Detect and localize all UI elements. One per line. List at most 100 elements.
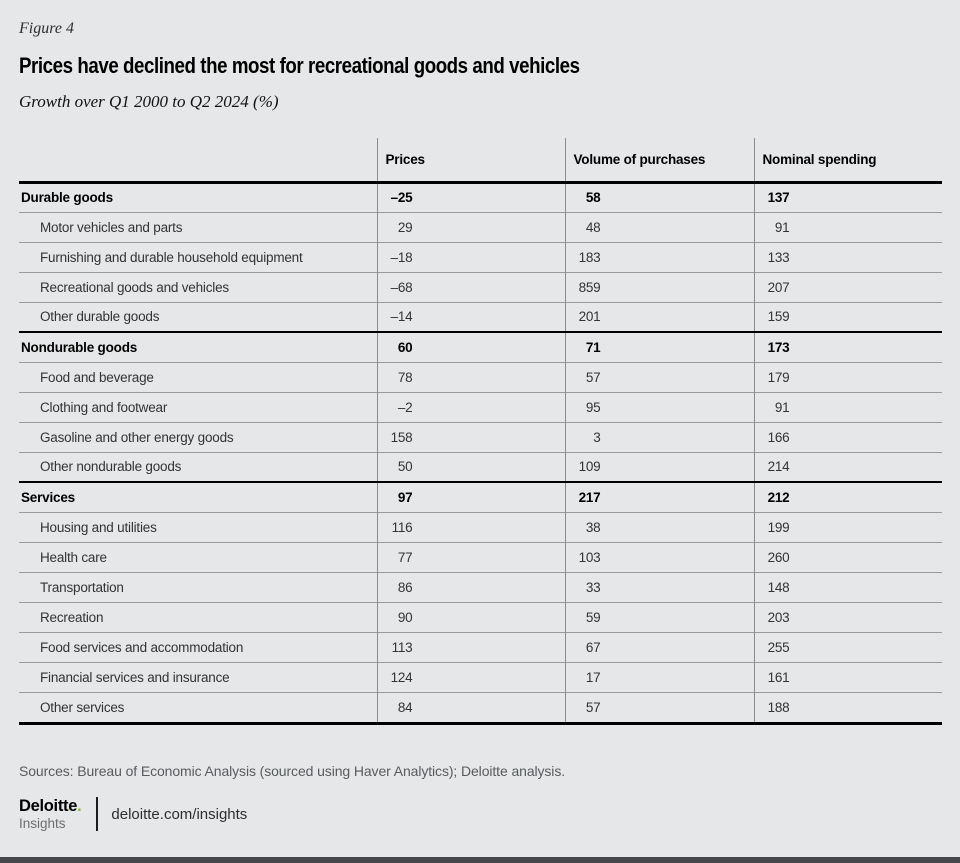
prices-value: 50 bbox=[397, 459, 413, 475]
column-header-nominal: Nominal spending bbox=[753, 138, 942, 184]
nominal-value: 91 bbox=[774, 399, 790, 415]
table-row: Recreational goods and vehicles –68 859 … bbox=[19, 271, 942, 302]
volume-value: 103 bbox=[578, 549, 601, 565]
row-label: Services bbox=[21, 489, 75, 505]
column-header-volume: Volume of purchases bbox=[564, 138, 754, 184]
prices-value: 90 bbox=[397, 609, 413, 625]
volume-value: 38 bbox=[585, 519, 601, 535]
table-row: Durable goods –25 58 137 bbox=[19, 181, 942, 212]
table-body: Durable goods –25 58 137 Motor vehicles … bbox=[19, 181, 942, 722]
prices-value: 84 bbox=[397, 699, 413, 715]
prices-value: 124 bbox=[390, 669, 413, 685]
table-row: Other durable goods –14 201 159 bbox=[19, 301, 942, 332]
figure-number: Figure 4 bbox=[19, 20, 74, 37]
volume-value: 48 bbox=[585, 219, 601, 235]
table-row: Gasoline and other energy goods 158 3 16… bbox=[19, 421, 942, 452]
volume-value: 3 bbox=[593, 429, 601, 445]
deloitte-wordmark: Deloitte. bbox=[19, 796, 82, 815]
volume-value: 59 bbox=[585, 609, 601, 625]
prices-value: –68 bbox=[390, 279, 413, 295]
volume-value: 859 bbox=[578, 279, 601, 295]
row-label: Other durable goods bbox=[40, 309, 160, 325]
table-row: Food services and accommodation 113 67 2… bbox=[19, 631, 942, 662]
nominal-value: 166 bbox=[767, 429, 790, 445]
nominal-value: 203 bbox=[767, 609, 790, 625]
nominal-value: 212 bbox=[767, 489, 790, 505]
prices-value: 77 bbox=[397, 549, 413, 565]
footer-logo-row: Deloitte. Insights deloitte.com/insights bbox=[19, 796, 941, 832]
row-label: Gasoline and other energy goods bbox=[40, 429, 234, 445]
table-row: Nondurable goods 60 71 173 bbox=[19, 331, 942, 362]
row-label: Food and beverage bbox=[40, 369, 154, 385]
nominal-value: 161 bbox=[767, 669, 790, 685]
table-row: Housing and utilities 116 38 199 bbox=[19, 511, 942, 542]
nominal-value: 137 bbox=[767, 190, 790, 205]
prices-value: –14 bbox=[390, 309, 413, 325]
volume-value: 57 bbox=[585, 699, 601, 715]
column-header-prices: Prices bbox=[376, 138, 565, 184]
table-row: Furnishing and durable household equipme… bbox=[19, 241, 942, 272]
nominal-value: 188 bbox=[767, 699, 790, 715]
nominal-value: 207 bbox=[767, 279, 790, 295]
table-row: Clothing and footwear –2 95 91 bbox=[19, 391, 942, 422]
row-label: Recreation bbox=[40, 609, 104, 625]
row-label: Transportation bbox=[40, 579, 124, 595]
table-header-row: Prices Volume of purchases Nominal spend… bbox=[19, 138, 942, 184]
volume-value: 33 bbox=[585, 579, 601, 595]
row-label: Recreational goods and vehicles bbox=[40, 279, 229, 295]
deloitte-insights-logo: Deloitte. Insights bbox=[19, 796, 82, 831]
nominal-value: 91 bbox=[774, 219, 790, 235]
nominal-value: 179 bbox=[767, 369, 790, 385]
table-row: Financial services and insurance 124 17 … bbox=[19, 661, 942, 692]
prices-value: 29 bbox=[397, 219, 413, 235]
nominal-value: 159 bbox=[767, 309, 790, 325]
insights-wordmark: Insights bbox=[19, 816, 66, 831]
figure-content: Figure 4 Prices have declined the most f… bbox=[19, 20, 942, 832]
nominal-value: 260 bbox=[767, 549, 790, 565]
prices-value: 113 bbox=[391, 639, 413, 655]
row-label: Nondurable goods bbox=[21, 339, 138, 355]
nominal-value: 214 bbox=[767, 459, 790, 475]
logo-divider bbox=[96, 797, 99, 831]
bottom-accent-bar bbox=[0, 857, 960, 863]
table-bottom-rule bbox=[19, 722, 942, 725]
row-label: Durable goods bbox=[21, 190, 113, 205]
volume-value: 57 bbox=[585, 369, 601, 385]
figure-title: Prices have declined the most for recrea… bbox=[19, 53, 580, 78]
prices-value: 60 bbox=[397, 339, 413, 355]
prices-value: –25 bbox=[390, 190, 413, 205]
table-row: Recreation 90 59 203 bbox=[19, 601, 942, 632]
table-row: Other services 84 57 188 bbox=[19, 691, 942, 722]
row-label: Other nondurable goods bbox=[40, 459, 182, 475]
table-row: Food and beverage 78 57 179 bbox=[19, 361, 942, 392]
table-row: Motor vehicles and parts 29 48 91 bbox=[19, 211, 942, 242]
table-row: Transportation 86 33 148 bbox=[19, 571, 942, 602]
table-row: Health care 77 103 260 bbox=[19, 541, 942, 572]
insights-url: deloitte.com/insights bbox=[111, 805, 248, 823]
table-row: Other nondurable goods 50 109 214 bbox=[19, 451, 942, 482]
prices-value: 97 bbox=[397, 489, 413, 505]
row-label: Housing and utilities bbox=[40, 519, 157, 535]
row-label: Health care bbox=[40, 549, 107, 565]
nominal-value: 133 bbox=[767, 249, 790, 265]
table-row: Services 97 217 212 bbox=[19, 481, 942, 512]
volume-value: 109 bbox=[578, 459, 601, 475]
volume-value: 71 bbox=[585, 339, 601, 355]
nominal-value: 173 bbox=[767, 339, 790, 355]
row-label: Financial services and insurance bbox=[40, 669, 230, 685]
nominal-value: 148 bbox=[767, 579, 790, 595]
volume-value: 67 bbox=[585, 639, 601, 655]
nominal-value: 199 bbox=[767, 519, 790, 535]
row-label: Other services bbox=[40, 699, 125, 715]
figure-subtitle: Growth over Q1 2000 to Q2 2024 (%) bbox=[19, 92, 279, 111]
row-label: Clothing and footwear bbox=[40, 399, 168, 415]
prices-value: 78 bbox=[397, 369, 413, 385]
volume-value: 183 bbox=[578, 249, 601, 265]
volume-value: 58 bbox=[585, 190, 601, 205]
prices-value: 158 bbox=[390, 429, 413, 445]
nominal-value: 255 bbox=[767, 639, 790, 655]
prices-value: –2 bbox=[397, 399, 413, 415]
column-header-category bbox=[19, 138, 377, 184]
volume-value: 201 bbox=[578, 309, 601, 325]
